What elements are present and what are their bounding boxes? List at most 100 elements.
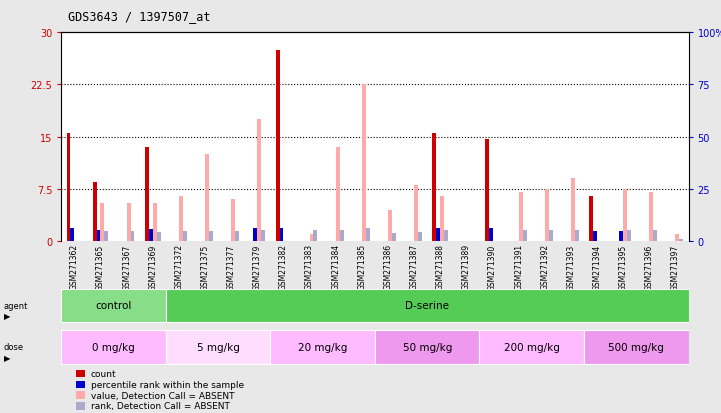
Text: control: control xyxy=(95,301,132,311)
Text: GSM271394: GSM271394 xyxy=(593,244,601,290)
Text: GSM271377: GSM271377 xyxy=(226,244,236,290)
Bar xyxy=(523,230,526,242)
Bar xyxy=(166,330,270,364)
Bar xyxy=(66,134,71,242)
Text: GSM271379: GSM271379 xyxy=(253,244,262,290)
Bar xyxy=(275,50,280,242)
Text: GSM271395: GSM271395 xyxy=(619,244,628,290)
Bar xyxy=(388,210,392,242)
Bar xyxy=(433,134,436,242)
Text: GSM271384: GSM271384 xyxy=(331,244,340,290)
Bar xyxy=(93,183,97,242)
Bar xyxy=(479,330,584,364)
Bar xyxy=(375,330,479,364)
Bar xyxy=(593,231,597,242)
Text: GSM271393: GSM271393 xyxy=(567,244,575,290)
Bar xyxy=(679,240,684,242)
Bar xyxy=(623,190,627,242)
Text: GSM271362: GSM271362 xyxy=(70,244,79,290)
Bar xyxy=(97,230,100,242)
Text: count: count xyxy=(91,369,117,378)
Bar xyxy=(309,235,314,242)
Bar xyxy=(518,193,523,242)
Bar xyxy=(156,232,161,242)
Text: GDS3643 / 1397507_at: GDS3643 / 1397507_at xyxy=(68,10,211,23)
Text: ▶: ▶ xyxy=(4,311,10,320)
Bar xyxy=(209,231,213,242)
Bar xyxy=(414,186,418,242)
Bar xyxy=(627,230,631,242)
Bar xyxy=(653,230,657,242)
Text: GSM271382: GSM271382 xyxy=(279,244,288,290)
Bar xyxy=(619,231,623,242)
Bar xyxy=(441,197,444,242)
Bar xyxy=(105,231,108,242)
Bar xyxy=(179,197,183,242)
Bar xyxy=(314,230,317,242)
Bar xyxy=(61,330,166,364)
Bar xyxy=(61,289,166,322)
Text: agent: agent xyxy=(4,301,28,310)
Text: GSM271397: GSM271397 xyxy=(671,244,680,290)
Bar xyxy=(392,233,396,242)
Text: GSM271383: GSM271383 xyxy=(305,244,314,290)
Text: GSM271388: GSM271388 xyxy=(435,244,445,290)
Bar xyxy=(270,330,375,364)
Bar xyxy=(153,203,156,242)
Bar xyxy=(571,179,575,242)
Bar xyxy=(183,231,187,242)
Bar xyxy=(584,330,689,364)
Bar xyxy=(127,203,131,242)
Bar xyxy=(489,228,492,242)
Bar xyxy=(589,197,593,242)
Text: GSM271391: GSM271391 xyxy=(514,244,523,290)
Text: GSM271367: GSM271367 xyxy=(122,244,131,290)
Bar xyxy=(131,231,134,242)
Text: value, Detection Call = ABSENT: value, Detection Call = ABSENT xyxy=(91,391,234,400)
Text: GSM271387: GSM271387 xyxy=(410,244,419,290)
Bar xyxy=(100,203,105,242)
Text: GSM271389: GSM271389 xyxy=(462,244,471,290)
Bar xyxy=(261,230,265,242)
Text: 5 mg/kg: 5 mg/kg xyxy=(197,342,239,352)
Bar xyxy=(235,231,239,242)
Bar xyxy=(336,148,340,242)
Bar xyxy=(145,148,149,242)
Bar xyxy=(485,140,489,242)
Text: 50 mg/kg: 50 mg/kg xyxy=(402,342,452,352)
Bar xyxy=(280,228,283,242)
Text: GSM271385: GSM271385 xyxy=(358,244,366,290)
Text: GSM271386: GSM271386 xyxy=(384,244,392,290)
Text: GSM271369: GSM271369 xyxy=(149,244,157,290)
Bar xyxy=(231,200,235,242)
Text: 0 mg/kg: 0 mg/kg xyxy=(92,342,135,352)
Bar xyxy=(149,229,153,242)
Bar xyxy=(166,289,689,322)
Bar xyxy=(575,230,579,242)
Text: 500 mg/kg: 500 mg/kg xyxy=(609,342,664,352)
Bar xyxy=(366,228,370,242)
Bar xyxy=(340,230,343,242)
Text: GSM271372: GSM271372 xyxy=(174,244,183,290)
Bar xyxy=(549,230,552,242)
Bar xyxy=(257,120,261,242)
Bar xyxy=(71,228,74,242)
Text: D-serine: D-serine xyxy=(405,301,449,311)
Bar xyxy=(676,235,679,242)
Text: 20 mg/kg: 20 mg/kg xyxy=(298,342,348,352)
Bar xyxy=(362,85,366,242)
Bar xyxy=(418,232,422,242)
Bar xyxy=(205,155,209,242)
Text: rank, Detection Call = ABSENT: rank, Detection Call = ABSENT xyxy=(91,401,230,411)
Bar xyxy=(444,230,448,242)
Bar xyxy=(253,228,257,242)
Text: dose: dose xyxy=(4,342,24,351)
Bar xyxy=(650,193,653,242)
Text: GSM271365: GSM271365 xyxy=(96,244,105,290)
Text: GSM271396: GSM271396 xyxy=(645,244,654,290)
Text: GSM271375: GSM271375 xyxy=(200,244,210,290)
Bar xyxy=(436,228,441,242)
Text: percentile rank within the sample: percentile rank within the sample xyxy=(91,380,244,389)
Text: GSM271392: GSM271392 xyxy=(540,244,549,290)
Text: ▶: ▶ xyxy=(4,353,10,362)
